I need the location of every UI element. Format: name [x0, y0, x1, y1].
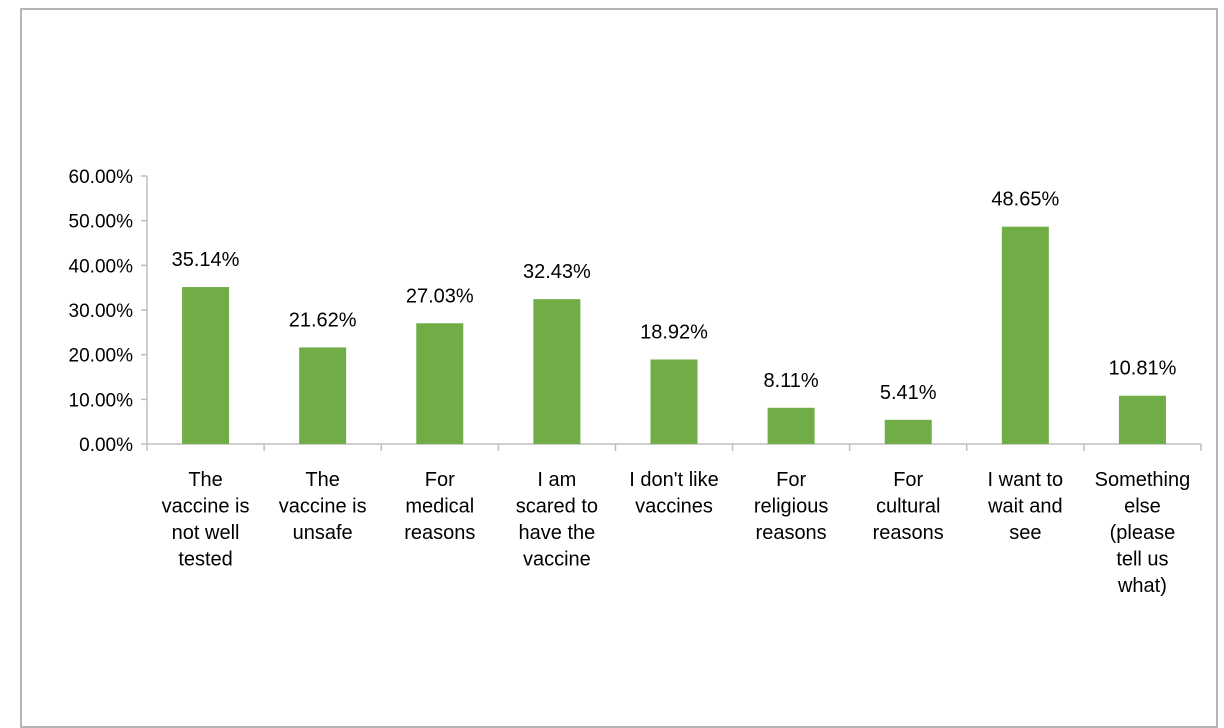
y-tick-label: 10.00% — [69, 390, 134, 411]
x-tick-label-line: The — [188, 469, 222, 491]
x-tick-label-line: vaccines — [635, 496, 713, 518]
x-tick-label-line: For — [776, 469, 806, 491]
x-tick-label-line: reasons — [404, 522, 475, 544]
x-tick-label: I want to wait and see — [987, 469, 1063, 544]
data-label: 35.14% — [172, 249, 240, 271]
x-tick-label-line: For — [893, 469, 923, 491]
x-tick-label-line: what) — [1117, 575, 1167, 597]
x-tick-label-line: vaccine — [523, 549, 591, 571]
x-tick-label-line: see — [1009, 522, 1041, 544]
bar — [533, 299, 581, 444]
data-label: 21.62% — [289, 309, 357, 331]
x-tick-label-line: scared to — [516, 496, 598, 518]
x-tick-label: For medical reasons — [404, 469, 475, 544]
data-label: 10.81% — [1109, 358, 1177, 380]
x-tick-label: I am scared to have the vaccine — [516, 469, 598, 571]
bar — [182, 287, 230, 444]
x-tick-label: For cultural reasons — [873, 469, 944, 544]
data-label: 5.41% — [880, 382, 937, 404]
bar — [884, 419, 932, 444]
x-tick-label: For religious reasons — [754, 469, 828, 544]
data-label: 32.43% — [523, 261, 591, 283]
x-tick-label-line: else — [1124, 496, 1161, 518]
x-tick-label-line: The — [305, 469, 339, 491]
y-tick-label: 20.00% — [69, 346, 134, 367]
x-tick-label-line: I am — [537, 469, 576, 491]
x-tick-label: The vaccine is unsafe — [279, 469, 367, 544]
x-tick-label: I don't like vaccines — [629, 469, 718, 518]
x-tick-label: The vaccine is not well tested — [162, 469, 250, 571]
x-tick-label-line: reasons — [756, 522, 827, 544]
x-tick-label-line: vaccine is — [162, 496, 250, 518]
data-label: 27.03% — [406, 285, 474, 307]
data-label: 48.65% — [991, 189, 1059, 211]
bar — [650, 359, 698, 444]
x-tick-label-line: reasons — [873, 522, 944, 544]
x-tick-label-line: I don't like — [629, 469, 718, 491]
x-tick-label-line: tested — [178, 549, 232, 571]
y-tick-label: 60.00% — [69, 167, 134, 188]
x-tick-label-line: tell us — [1116, 549, 1168, 571]
bar — [416, 323, 464, 444]
bar — [1118, 395, 1166, 444]
y-tick-label: 40.00% — [69, 256, 134, 277]
x-tick-label-line: For — [425, 469, 455, 491]
x-tick-label-line: have the — [519, 522, 596, 544]
y-tick-label: 50.00% — [69, 212, 134, 233]
bar — [299, 347, 347, 444]
data-label: 8.11% — [763, 370, 818, 392]
x-tick-label-line: religious — [754, 496, 828, 518]
chart-labels: 35.14% The vaccine is not well tested 21.62% T… — [162, 189, 1191, 597]
x-tick-label-line: medical — [405, 496, 474, 518]
x-tick-label-line: unsafe — [293, 522, 353, 544]
y-tick-label: 0.00% — [79, 435, 133, 456]
x-tick-label-line: I want to — [988, 469, 1064, 491]
x-tick-label: Something else (please tell us what) — [1095, 469, 1191, 597]
x-tick-label-line: Something — [1095, 469, 1191, 491]
bar — [767, 407, 815, 444]
x-tick-label-line: wait and — [987, 496, 1063, 518]
data-label: 18.92% — [640, 321, 708, 343]
x-tick-label-line: (please — [1110, 522, 1176, 544]
y-tick-label: 30.00% — [69, 301, 134, 322]
x-tick-label-line: cultural — [876, 496, 940, 518]
x-tick-label-line: vaccine is — [279, 496, 367, 518]
x-tick-label-line: not well — [172, 522, 240, 544]
bar — [1001, 226, 1049, 444]
chart-bars — [182, 226, 1166, 444]
